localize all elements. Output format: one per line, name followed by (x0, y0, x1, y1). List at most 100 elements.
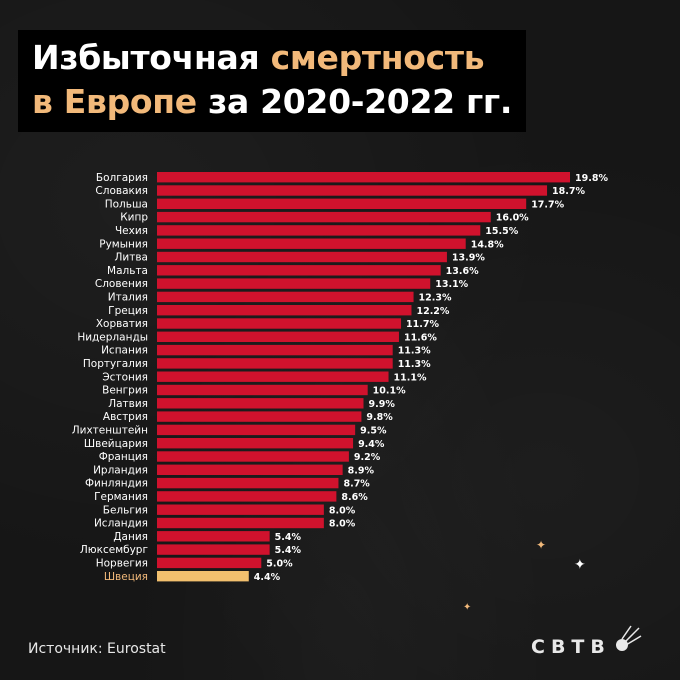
value-label: 11.6% (404, 332, 437, 343)
bar (157, 172, 570, 183)
value-label: 13.6% (446, 266, 479, 277)
value-label: 15.5% (485, 226, 518, 237)
value-label: 16.0% (496, 213, 529, 224)
bar (157, 344, 393, 356)
category-label: Австрия (103, 411, 148, 423)
bar (157, 451, 349, 462)
title-box: Избыточная смертность в Европе за 2020-2… (18, 30, 527, 132)
category-label: Нидерланды (77, 331, 148, 343)
category-label: Люксембург (80, 544, 148, 556)
category-label: Латвия (108, 398, 148, 410)
bar (157, 517, 324, 529)
bar (157, 305, 412, 316)
value-label: 5.0% (266, 559, 293, 570)
value-label: 9.2% (354, 452, 381, 463)
category-label: Дания (113, 531, 148, 543)
value-label: 9.8% (366, 412, 393, 423)
bar (157, 278, 431, 289)
category-label: Словакия (95, 185, 148, 197)
value-label: 12.3% (419, 293, 452, 304)
value-label: 13.1% (435, 279, 468, 290)
value-label: 4.4% (254, 572, 281, 583)
bar (157, 211, 491, 223)
category-label: Польша (105, 198, 148, 210)
category-label: Болгария (96, 172, 148, 184)
bar (157, 398, 364, 409)
value-label: 11.7% (406, 319, 439, 330)
bar (157, 225, 481, 236)
bar (157, 331, 399, 342)
category-label: Лихтенштейн (72, 425, 148, 437)
value-label: 5.4% (275, 532, 302, 543)
title-line-1: Избыточная смертность (32, 36, 512, 80)
brand-logo: СВТВ (531, 636, 611, 658)
bar (157, 491, 337, 502)
category-label: Кипр (120, 212, 148, 224)
value-label: 9.4% (358, 439, 385, 450)
category-label: Италия (108, 292, 148, 304)
bar (157, 504, 324, 515)
value-label: 19.8% (575, 173, 608, 184)
bar (157, 424, 356, 436)
value-label: 8.0% (329, 519, 356, 530)
bar (157, 464, 343, 475)
value-label: 14.8% (471, 239, 504, 250)
bar (157, 185, 548, 196)
value-label: 9.5% (360, 426, 387, 437)
value-label: 11.3% (398, 359, 431, 370)
category-label: Мальта (107, 265, 148, 277)
value-label: 10.1% (373, 386, 406, 397)
sparkle-icon: ✦ (463, 602, 472, 613)
category-label: Швеция (104, 571, 148, 583)
bar (157, 318, 402, 329)
title-accent: смертность (270, 38, 485, 77)
bar (157, 438, 354, 449)
bar (157, 531, 270, 542)
category-label: Швейцария (84, 438, 148, 450)
category-label: Греция (108, 305, 148, 317)
bar (157, 477, 339, 489)
bar (157, 411, 362, 422)
value-label: 11.1% (394, 372, 427, 383)
source-note: Источник: Eurostat (28, 641, 166, 657)
bar (157, 198, 527, 209)
category-label: Румыния (99, 238, 148, 250)
category-label: Испания (101, 345, 148, 357)
sparkle-icon: ✦ (574, 557, 586, 573)
title-text-2: за 2020-2022 гг. (196, 82, 513, 121)
category-label: Венгрия (102, 385, 148, 397)
value-label: 13.9% (452, 253, 485, 264)
category-label: Франция (99, 451, 148, 463)
value-label: 11.3% (398, 346, 431, 357)
category-label: Исландия (94, 518, 148, 530)
bar (157, 238, 466, 249)
value-label: 8.6% (341, 492, 368, 503)
bar (157, 265, 441, 276)
bar (157, 358, 393, 369)
category-label: Финляндия (85, 478, 148, 490)
value-label: 17.7% (531, 199, 564, 210)
category-label: Хорватия (96, 318, 148, 330)
value-label: 5.4% (275, 545, 302, 556)
title-text: Избыточная (32, 38, 271, 77)
category-label: Ирландия (93, 464, 148, 476)
satellite-icon (616, 625, 642, 651)
value-label: 18.7% (552, 186, 585, 197)
category-label: Норвегия (96, 558, 148, 570)
bar (157, 291, 414, 303)
category-label: Бельгия (103, 504, 148, 516)
bar (157, 571, 249, 582)
bar (157, 371, 389, 382)
title-accent-2: в Европе (32, 82, 197, 121)
value-label: 8.0% (329, 505, 356, 516)
value-label: 8.9% (348, 465, 375, 476)
category-label: Словения (95, 278, 148, 290)
value-label: 8.7% (343, 479, 370, 490)
value-label: 9.9% (369, 399, 396, 410)
bar (157, 544, 270, 555)
bar (157, 557, 262, 569)
category-label: Чехия (115, 225, 148, 237)
sparkle-icon: ✦ (536, 538, 547, 552)
category-label: Португалия (83, 358, 148, 370)
